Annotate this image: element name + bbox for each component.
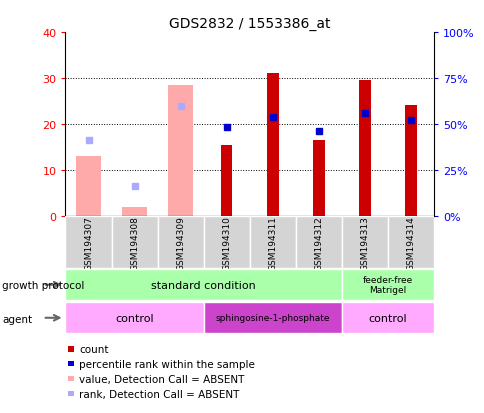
- Text: GSM194313: GSM194313: [360, 215, 369, 270]
- Text: rank, Detection Call = ABSENT: rank, Detection Call = ABSENT: [79, 389, 239, 399]
- Text: GSM194309: GSM194309: [176, 215, 185, 270]
- Bar: [341, 302, 433, 334]
- Bar: [157, 217, 203, 268]
- Text: percentile rank within the sample: percentile rank within the sample: [79, 359, 255, 369]
- Title: GDS2832 / 1553386_at: GDS2832 / 1553386_at: [169, 17, 330, 31]
- Bar: [405, 106, 416, 217]
- Text: sphingosine-1-phosphate: sphingosine-1-phosphate: [215, 313, 330, 323]
- Text: GSM194314: GSM194314: [406, 215, 415, 270]
- Bar: [203, 217, 249, 268]
- Text: control: control: [368, 313, 407, 323]
- Bar: [359, 81, 370, 217]
- Text: feeder-free
Matrigel: feeder-free Matrigel: [362, 275, 412, 294]
- Text: standard condition: standard condition: [151, 280, 256, 290]
- Bar: [203, 302, 341, 334]
- Text: GSM194312: GSM194312: [314, 215, 323, 270]
- Text: value, Detection Call = ABSENT: value, Detection Call = ABSENT: [79, 374, 244, 384]
- Text: growth protocol: growth protocol: [2, 281, 85, 291]
- Bar: [65, 217, 111, 268]
- Bar: [121, 208, 147, 217]
- Bar: [111, 217, 157, 268]
- Bar: [341, 269, 433, 301]
- Text: agent: agent: [2, 314, 32, 324]
- Bar: [387, 217, 433, 268]
- Bar: [313, 141, 324, 217]
- Bar: [167, 86, 193, 217]
- Bar: [221, 146, 232, 217]
- Bar: [249, 217, 295, 268]
- Bar: [295, 217, 341, 268]
- Text: GSM194308: GSM194308: [130, 215, 139, 270]
- Bar: [341, 217, 387, 268]
- Text: control: control: [115, 313, 153, 323]
- Text: GSM194310: GSM194310: [222, 215, 231, 270]
- Text: count: count: [79, 344, 108, 354]
- Text: GSM194307: GSM194307: [84, 215, 93, 270]
- Bar: [267, 74, 278, 217]
- Bar: [65, 302, 203, 334]
- Bar: [65, 269, 341, 301]
- Bar: [76, 157, 101, 217]
- Text: GSM194311: GSM194311: [268, 215, 277, 270]
